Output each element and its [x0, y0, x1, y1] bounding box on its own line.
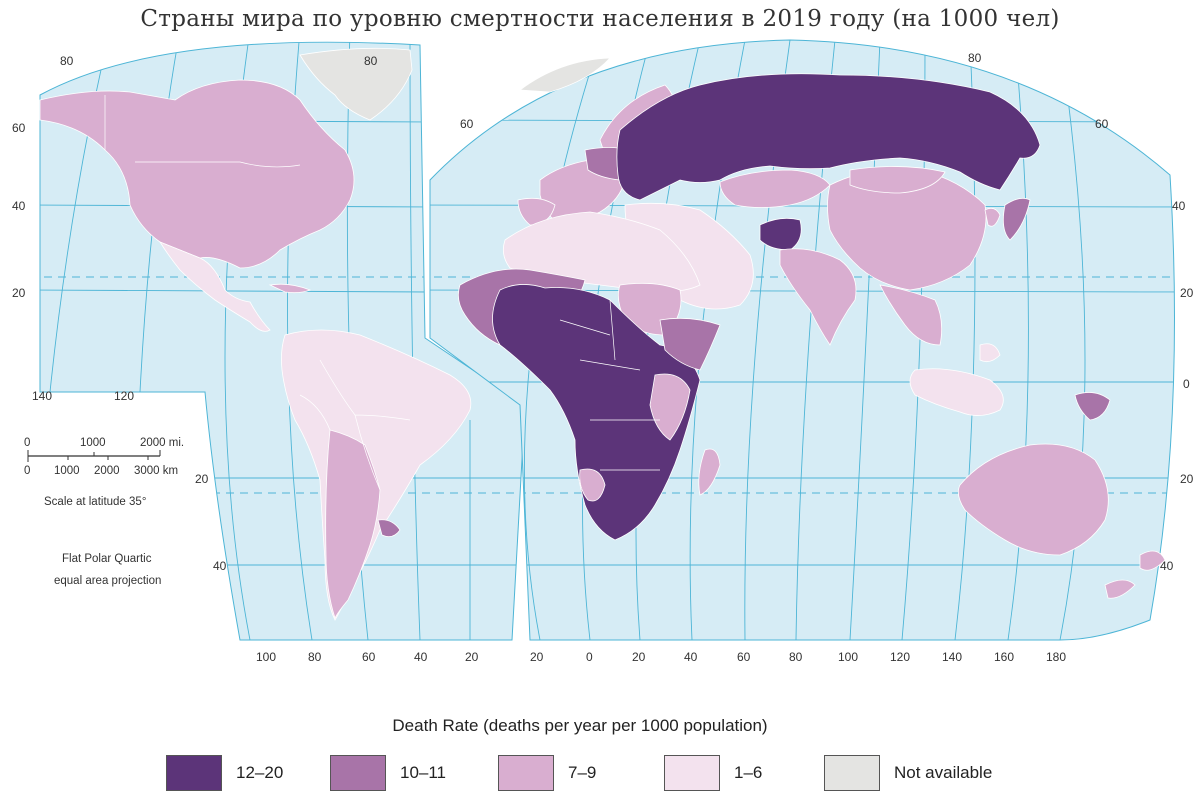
legend: 12–20 10–11 7–9 1–6 Not available [0, 753, 1200, 793]
mexico [159, 241, 271, 332]
legend-swatch [330, 755, 386, 791]
scale-mi-2000: 2000 mi. [140, 437, 184, 449]
africa-borders [559, 299, 660, 471]
lat-label-w-s20: 20 [195, 472, 209, 486]
kazakhstan [719, 169, 831, 208]
legend-label: 7–9 [568, 763, 597, 782]
new-zealand [1104, 550, 1166, 599]
legend-item-not-available: Not available [824, 753, 992, 793]
afghanistan [759, 217, 802, 251]
lon-label-w-top-1: 80 [60, 54, 74, 68]
scale-caption: Scale at latitude 35° [44, 496, 146, 508]
legend-swatch [824, 755, 880, 791]
indonesia [909, 368, 1004, 416]
lat-label-e-40: 40 [1172, 199, 1186, 213]
projection-line-1: Flat Polar Quartic [62, 553, 152, 565]
lat-label-w-20: 20 [12, 286, 26, 300]
lat-label-w-60: 60 [12, 121, 26, 135]
russia [616, 73, 1041, 201]
kenya-tanzania [649, 373, 691, 441]
lon-label-e-b-8: 120 [890, 650, 910, 664]
lon-label-e-b-10: 160 [994, 650, 1014, 664]
legend-swatch [166, 755, 222, 791]
land-east [457, 57, 1166, 599]
lon-label-e-b-3: 20 [632, 650, 646, 664]
namibia [579, 468, 606, 502]
korea [984, 207, 1001, 227]
scale-km-2000: 2000 [94, 465, 120, 477]
us-canada-border [135, 161, 301, 168]
east-africa [659, 317, 721, 371]
lon-label-e-b-9: 140 [942, 650, 962, 664]
scale-km-0: 0 [24, 465, 30, 477]
lon-label-e-b-2: 0 [586, 650, 593, 664]
projection-line-2: equal area projection [54, 575, 161, 587]
uruguay [377, 519, 401, 538]
lat-label-w-40: 40 [12, 199, 26, 213]
lon-label-e-b-6: 80 [789, 650, 803, 664]
lon-label-w-b-4: 40 [414, 650, 428, 664]
land-west [39, 47, 472, 621]
sub-saharan-africa [492, 284, 701, 541]
legend-item-1-6: 1–6 [664, 753, 762, 793]
australia [957, 443, 1109, 556]
lon-label-e-b-4: 40 [684, 650, 698, 664]
coord-labels: 80 80 60 40 20 20 40 140 120 100 80 60 4… [12, 51, 1194, 664]
legend-title: Death Rate (deaths per year per 1000 pop… [392, 716, 768, 735]
legend-item-7-9: 7–9 [498, 753, 596, 793]
legend-item-10-11: 10–11 [330, 753, 446, 793]
scale-km-3000: 3000 km [134, 465, 178, 477]
sa-borders [299, 359, 411, 491]
scale-mi-0: 0 [24, 437, 30, 449]
svalbard [518, 57, 611, 93]
lon-label-w-side-2: 120 [114, 389, 134, 403]
legend-label: 10–11 [400, 763, 447, 782]
lon-label-e-top: 80 [968, 51, 982, 65]
legend-label: Not available [894, 763, 993, 782]
philippines [979, 343, 1001, 363]
scale-mi-1000: 1000 [80, 437, 106, 449]
projection-label: Flat Polar Quartic equal area projection [54, 553, 161, 587]
legend-swatch [498, 755, 554, 791]
legend-swatch [664, 755, 720, 791]
lat-label-e-s20: 20 [1180, 472, 1194, 486]
caribbean [268, 283, 312, 294]
southeast-asia [879, 284, 943, 346]
scale-bar: 0 1000 2000 mi. 0 1000 2000 3000 km Scal… [24, 437, 184, 508]
lat-label-e-60: 60 [1095, 117, 1109, 131]
lon-label-e-b-5: 60 [737, 650, 751, 664]
scale-km-1000: 1000 [54, 465, 80, 477]
map-title: Страны мира по уровню смертности населен… [140, 6, 1060, 32]
greenland [299, 47, 413, 121]
japan [1002, 197, 1031, 241]
lat-label-e-60-left: 60 [460, 117, 474, 131]
lon-label-w-b-1: 100 [256, 650, 276, 664]
lon-label-w-b-3: 60 [362, 650, 376, 664]
lon-label-w-top-2: 80 [364, 54, 378, 68]
north-america [39, 79, 355, 269]
legend-item-12-20: 12–20 [166, 753, 283, 793]
lon-label-e-b-7: 100 [838, 650, 858, 664]
mongolia [849, 166, 946, 194]
lon-label-e-b-1: 20 [530, 650, 544, 664]
argentina-bolivia [325, 429, 381, 620]
legend-label: 1–6 [734, 763, 763, 782]
legend-label: 12–20 [236, 763, 284, 782]
papua-new-guinea [1074, 392, 1111, 421]
india [779, 248, 857, 346]
lon-label-w-b-2: 80 [308, 650, 322, 664]
lon-label-w-side-1: 140 [32, 389, 52, 403]
madagascar [698, 448, 721, 496]
lat-label-e-0: 0 [1183, 377, 1190, 391]
lat-label-e-20: 20 [1180, 286, 1194, 300]
lat-label-e-s40: 40 [1160, 559, 1174, 573]
lon-label-w-b-5: 20 [465, 650, 479, 664]
lat-label-w-s40: 40 [213, 559, 227, 573]
lon-label-e-b-11: 180 [1046, 650, 1066, 664]
